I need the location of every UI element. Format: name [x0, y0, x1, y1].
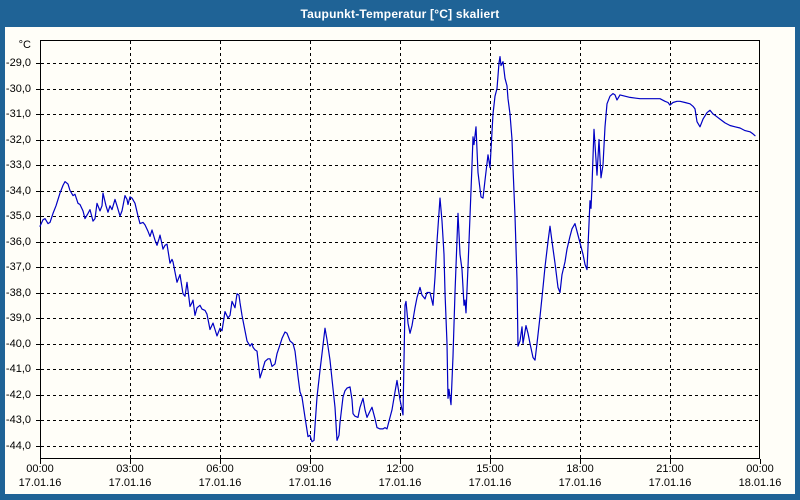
x-tick-label: 15:00 17.01.16 [468, 463, 512, 489]
y-tick-label: -39,0 [5, 312, 31, 324]
y-tick-label: -35,0 [5, 210, 31, 222]
y-tick-label: -36,0 [5, 236, 31, 248]
y-tick-label: -32,0 [5, 134, 31, 146]
chart-content-area: -29,0 -30,0 -31,0 -32,0 -33,0 -34,0 -35,0 -36,0… [5, 27, 795, 494]
y-tick-label: -42,0 [5, 389, 31, 401]
x-tick-label: 21:00 17.01.16 [648, 463, 692, 489]
y-tick-label: -34,0 [5, 185, 31, 197]
y-tick-label: -31,0 [5, 108, 31, 120]
y-tick-label: -29,0 [5, 57, 31, 69]
y-tick-label: -40,0 [5, 338, 31, 350]
y-tick-label: -37,0 [5, 261, 31, 273]
y-tick-label: -44,0 [5, 440, 31, 452]
series-line [39, 55, 756, 443]
chart-title: Taupunkt-Temperatur [°C] skaliert [300, 6, 500, 21]
y-axis-unit-label: °C [18, 39, 31, 51]
x-tick-label: 03:00 17.01.16 [108, 463, 152, 489]
x-tick-label: 09:00 17.01.16 [288, 463, 332, 489]
x-tick-label: 18:00 17.01.16 [558, 463, 602, 489]
x-tick-label: 00:00 17.01.16 [18, 463, 62, 489]
x-tick-label: 06:00 17.01.16 [198, 463, 242, 489]
y-tick-label: -43,0 [5, 414, 31, 426]
y-tick-label: -38,0 [5, 287, 31, 299]
y-tick-label: -41,0 [5, 363, 31, 375]
title-bar: Taupunkt-Temperatur [°C] skaliert [0, 0, 800, 27]
y-tick-label: -30,0 [5, 83, 31, 95]
y-tick-label: -33,0 [5, 159, 31, 171]
x-tick-label: 12:00 17.01.16 [378, 463, 422, 489]
x-tick-label: 00:00 18.01.16 [738, 463, 782, 489]
